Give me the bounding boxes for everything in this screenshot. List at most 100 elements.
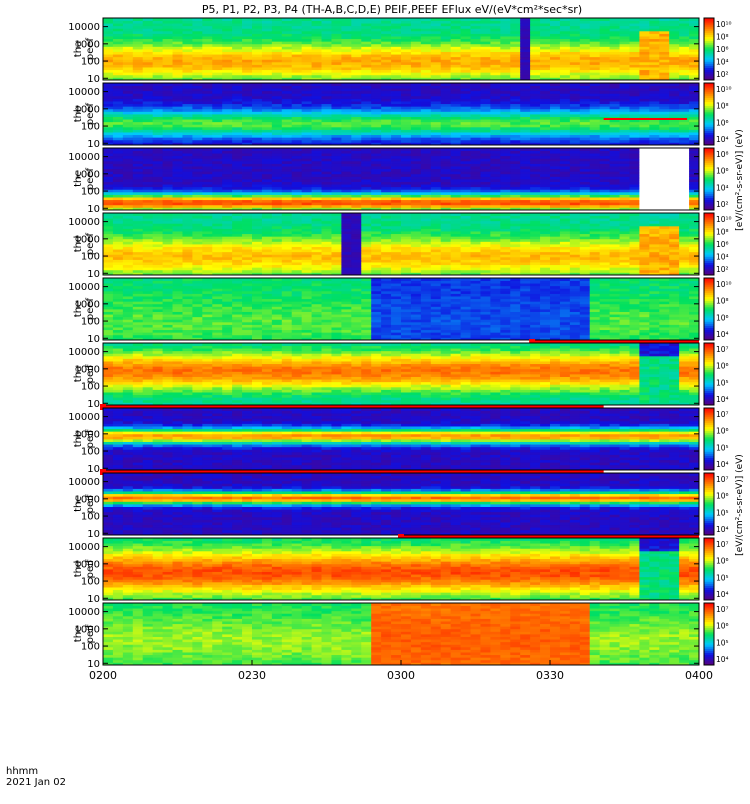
heatmap-cell — [550, 156, 560, 159]
heatmap-cell — [163, 161, 173, 164]
heatmap-cell — [570, 195, 580, 198]
heatmap-cell — [133, 135, 143, 138]
heatmap-cell — [570, 179, 580, 182]
heatmap-cell — [490, 36, 500, 39]
heatmap-cell — [471, 127, 481, 130]
heatmap-cell — [192, 127, 202, 130]
heatmap-cell — [451, 46, 461, 49]
heatmap-cell — [441, 132, 451, 135]
heatmap-cell — [620, 99, 630, 102]
heatmap-cell — [312, 86, 322, 89]
heatmap-cell — [669, 132, 679, 135]
heatmap-cell — [182, 59, 192, 62]
heatmap-cell — [331, 23, 341, 26]
heatmap-cell — [113, 164, 123, 167]
heatmap-cell — [391, 117, 401, 120]
heatmap-cell — [371, 135, 381, 138]
heatmap-cell — [153, 179, 163, 182]
heatmap-cell — [222, 117, 232, 120]
heatmap-cell — [490, 156, 500, 159]
heatmap-cell — [153, 166, 163, 169]
heatmap-cell — [202, 36, 212, 39]
heatmap-cell — [659, 197, 669, 200]
heatmap-cell — [411, 106, 421, 109]
heatmap-cell — [570, 109, 580, 112]
heatmap-cell — [461, 127, 471, 130]
heatmap-cell — [282, 195, 292, 198]
heatmap-cell — [401, 202, 411, 205]
heatmap-cell — [232, 44, 242, 47]
heatmap-cell — [441, 109, 451, 112]
heatmap-cell — [610, 49, 620, 52]
heatmap-cell — [560, 161, 570, 164]
heatmap-cell — [341, 164, 351, 167]
heatmap-cell — [182, 226, 192, 229]
heatmap-cell — [500, 200, 510, 203]
heatmap-cell — [163, 52, 173, 55]
heatmap-cell — [163, 127, 173, 130]
heatmap-cell — [471, 86, 481, 89]
heatmap-cell — [570, 202, 580, 205]
heatmap-cell — [322, 130, 332, 133]
heatmap-cell — [570, 132, 580, 135]
heatmap-cell — [341, 72, 351, 75]
heatmap-cell — [620, 187, 630, 190]
heatmap-cell — [322, 156, 332, 159]
heatmap-cell — [480, 52, 490, 55]
heatmap-cell — [490, 34, 500, 37]
heatmap-cell — [669, 75, 679, 78]
heatmap-cell — [451, 124, 461, 127]
heatmap-cell — [202, 221, 212, 224]
heatmap-cell — [679, 174, 689, 177]
heatmap-cell — [361, 151, 371, 154]
heatmap-cell — [222, 88, 232, 91]
heatmap-cell — [669, 187, 679, 190]
heatmap-cell — [679, 111, 689, 114]
heatmap-cell — [351, 124, 361, 127]
heatmap-cell — [480, 34, 490, 37]
heatmap-cell — [451, 23, 461, 26]
heatmap-cell — [153, 91, 163, 94]
heatmap-cell — [292, 31, 302, 34]
heatmap-cell — [331, 197, 341, 200]
heatmap-cell — [540, 153, 550, 156]
heatmap-cell — [173, 130, 183, 133]
heatmap-cell — [222, 75, 232, 78]
heatmap-cell — [600, 96, 610, 99]
heatmap-cell — [471, 114, 481, 117]
heatmap-cell — [610, 202, 620, 205]
heatmap-cell — [232, 226, 242, 229]
heatmap-cell — [451, 187, 461, 190]
heatmap-cell — [331, 46, 341, 49]
heatmap-cell — [659, 174, 669, 177]
heatmap-cell — [182, 244, 192, 247]
heatmap-cell — [679, 161, 689, 164]
heatmap-cell — [272, 182, 282, 185]
heatmap-cell — [520, 96, 530, 99]
heatmap-cell — [530, 104, 540, 107]
heatmap-cell — [411, 46, 421, 49]
heatmap-cell — [262, 161, 272, 164]
heatmap-cell — [202, 262, 212, 265]
heatmap-cell — [123, 184, 133, 187]
heatmap-cell — [679, 65, 689, 68]
heatmap-cell — [530, 174, 540, 177]
heatmap-cell — [222, 247, 232, 250]
heatmap-cell — [182, 239, 192, 242]
heatmap-cell — [133, 241, 143, 244]
heatmap-cell — [262, 109, 272, 112]
heatmap-cell — [302, 28, 312, 31]
heatmap-cell — [173, 153, 183, 156]
heatmap-cell — [173, 114, 183, 117]
heatmap-cell — [580, 132, 590, 135]
heatmap-cell — [192, 169, 202, 172]
heatmap-cell — [520, 202, 530, 205]
heatmap-cell — [232, 179, 242, 182]
heatmap-cell — [143, 127, 153, 130]
heatmap-cell — [391, 132, 401, 135]
heatmap-cell — [639, 184, 649, 187]
heatmap-cell — [461, 158, 471, 161]
heatmap-cell — [202, 202, 212, 205]
heatmap-cell — [143, 111, 153, 114]
heatmap-cell — [202, 59, 212, 62]
